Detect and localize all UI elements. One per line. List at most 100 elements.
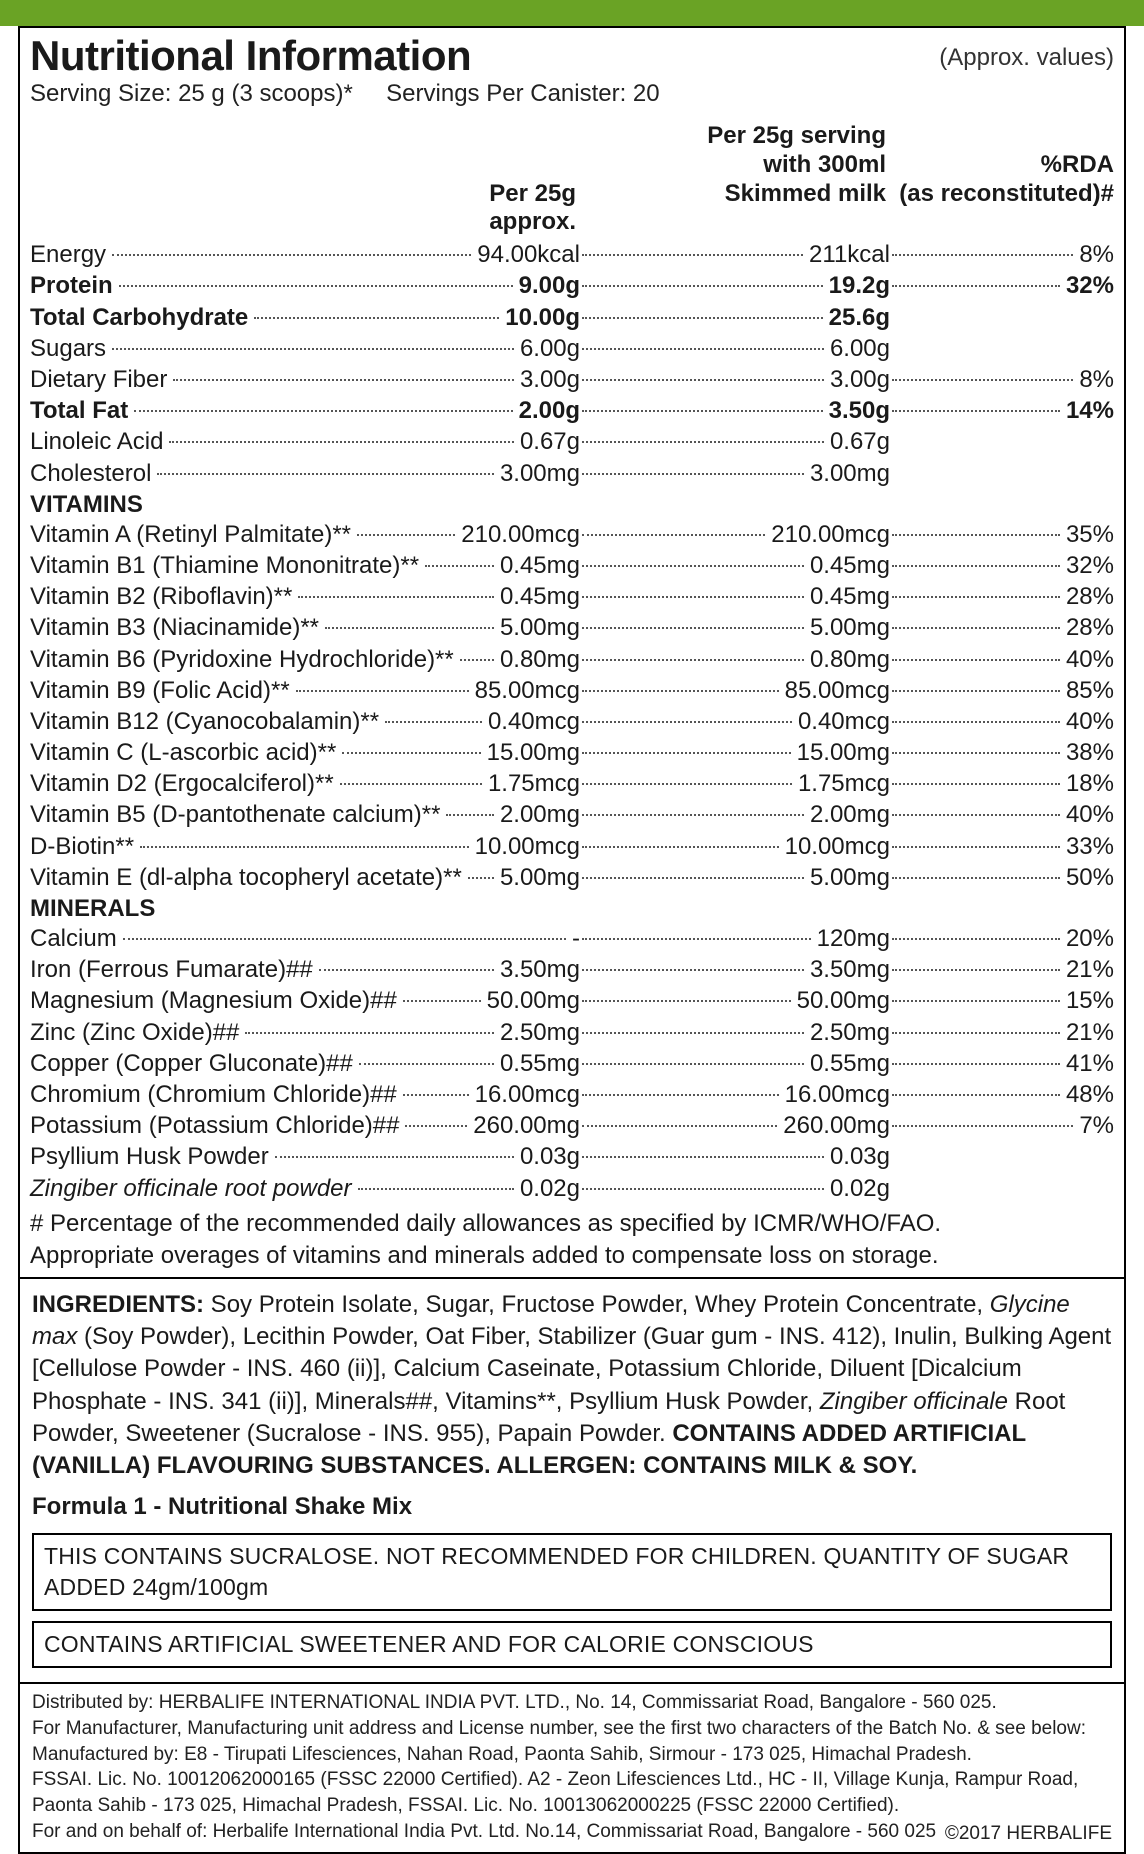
footnote-1: # Percentage of the recommended daily al…: [30, 1208, 1114, 1240]
nutrient-row: Psyllium Husk Powder0.03g0.03g: [30, 1141, 1114, 1172]
nutrient-label: Total Carbohydrate: [30, 302, 252, 333]
nutrient-label: Iron (Ferrous Fumarate)##: [30, 954, 317, 985]
nutrient-row: D-Biotin**10.00mcg10.00mcg33%: [30, 831, 1114, 862]
nutrient-row: Linoleic Acid0.67g0.67g: [30, 426, 1114, 457]
nutrition-panel: Nutritional Information (Approx. values)…: [18, 26, 1126, 1279]
nutrient-row: Dietary Fiber3.00g3.00g8%: [30, 364, 1114, 395]
value-with-milk: 15.00mg: [793, 737, 890, 768]
value-with-milk: 10.00mcg: [781, 831, 890, 862]
value-with-milk: 0.02g: [826, 1173, 890, 1204]
value-with-milk: 3.00g: [826, 364, 890, 395]
value-with-milk: 3.50mg: [806, 954, 890, 985]
value-per-25g: 6.00g: [516, 333, 580, 364]
value-with-milk: 120mg: [813, 923, 890, 954]
value-with-milk: 0.40mcg: [794, 706, 890, 737]
nutrient-label: Psyllium Husk Powder: [30, 1141, 273, 1172]
value-with-milk: 0.03g: [826, 1141, 890, 1172]
warning-1: THIS CONTAINS SUCRALOSE. NOT RECOMMENDED…: [32, 1533, 1112, 1611]
value-per-25g: 0.40mcg: [484, 706, 580, 737]
copyright: ©2017 HERBALIFE: [945, 1821, 1112, 1847]
value-per-25g: 0.80mg: [496, 644, 580, 675]
nutrient-row: Vitamin A (Retinyl Palmitate)** 210.00mcg…: [30, 519, 1114, 550]
warning-2: CONTAINS ARTIFICIAL SWEETENER AND FOR CA…: [32, 1621, 1112, 1668]
nutrient-label: Cholesterol: [30, 458, 155, 489]
ingredients-panel: INGREDIENTS: Soy Protein Isolate, Sugar,…: [18, 1279, 1126, 1685]
value-per-25g: -: [568, 923, 580, 954]
nutrient-label: Zingiber officinale root powder: [30, 1173, 356, 1204]
value-with-milk: 0.55mg: [806, 1048, 890, 1079]
value-rda: 20%: [1062, 923, 1114, 954]
value-with-milk: 211kcal: [805, 239, 890, 270]
value-per-25g: 16.00mcg: [471, 1079, 580, 1110]
value-per-25g: 210.00mcg: [457, 519, 580, 550]
nutrient-row: Chromium (Chromium Chloride)## 16.00mcg 16…: [30, 1079, 1114, 1110]
approx-note: (Approx. values): [939, 44, 1114, 72]
serving-size: Serving Size: 25 g (3 scoops)*: [30, 80, 353, 107]
value-per-25g: 5.00mg: [496, 862, 580, 893]
section-heading: MINERALS: [30, 895, 1114, 923]
panel-title: Nutritional Information: [30, 34, 471, 78]
value-with-milk: 1.75mcg: [794, 768, 890, 799]
nutrient-label: Vitamin E (dl-alpha tocopheryl acetate)*…: [30, 862, 466, 893]
dist-line: For Manufacturer, Manufacturing unit add…: [32, 1716, 1112, 1742]
value-per-25g: 0.45mg: [496, 581, 580, 612]
nutrient-label: Vitamin B12 (Cyanocobalamin)**: [30, 706, 383, 737]
serving-line: Serving Size: 25 g (3 scoops)* Servings …: [30, 80, 1114, 108]
footnote-2: Appropriate overages of vitamins and min…: [30, 1240, 1114, 1272]
nutrient-row: Protein9.00g19.2g32%: [30, 270, 1114, 301]
nutrient-label: Vitamin B5 (D-pantothenate calcium)**: [30, 799, 444, 830]
nutrient-row: Sugars6.00g6.00g: [30, 333, 1114, 364]
nutrient-rows: Energy94.00kcal211kcal8%Protein9.00g19.2…: [30, 239, 1114, 1203]
nutrition-label: Nutritional Information (Approx. values)…: [0, 0, 1144, 1854]
dist-line: Paonta Sahib - 173 025, Himachal Pradesh…: [32, 1793, 1112, 1819]
nutrient-label: Energy: [30, 239, 110, 270]
value-rda: 14%: [1062, 395, 1114, 426]
value-with-milk: 0.45mg: [806, 550, 890, 581]
nutrient-row: Cholesterol3.00mg3.00mg: [30, 458, 1114, 489]
value-with-milk: 260.00mg: [779, 1110, 890, 1141]
value-rda: 28%: [1062, 612, 1114, 643]
value-per-25g: 2.50mg: [496, 1017, 580, 1048]
value-rda: 18%: [1062, 768, 1114, 799]
value-rda: 32%: [1062, 270, 1114, 301]
value-per-25g: 5.00mg: [496, 612, 580, 643]
value-with-milk: 0.80mg: [806, 644, 890, 675]
value-rda: 8%: [1075, 239, 1114, 270]
nutrient-row: Magnesium (Magnesium Oxide)##50.00mg50.0…: [30, 985, 1114, 1016]
value-with-milk: 50.00mg: [793, 985, 890, 1016]
value-rda: 41%: [1062, 1048, 1114, 1079]
value-per-25g: 1.75mcg: [484, 768, 580, 799]
nutrient-row: Vitamin B9 (Folic Acid)**85.00mcg85.00mc…: [30, 675, 1114, 706]
value-rda: 21%: [1062, 1017, 1114, 1048]
nutrient-label: Vitamin B1 (Thiamine Mononitrate)**: [30, 550, 423, 581]
footnotes: # Percentage of the recommended daily al…: [30, 1208, 1114, 1273]
value-per-25g: 3.50mg: [496, 954, 580, 985]
value-with-milk: 19.2g: [825, 270, 890, 301]
nutrient-label: Vitamin B3 (Niacinamide)**: [30, 612, 323, 643]
value-rda: 21%: [1062, 954, 1114, 985]
nutrient-row: Calcium-120mg20%: [30, 923, 1114, 954]
dist-line: Distributed by: HERBALIFE INTERNATIONAL …: [32, 1690, 1112, 1716]
column-headers: Per 25g approx. Per 25g serving with 300…: [30, 122, 1114, 237]
value-per-25g: 0.45mg: [496, 550, 580, 581]
section-heading: VITAMINS: [30, 491, 1114, 519]
nutrient-row: Vitamin B1 (Thiamine Mononitrate)** 0.45m…: [30, 550, 1114, 581]
value-with-milk: 3.00mg: [806, 458, 890, 489]
product-name: Formula 1 - Nutritional Shake Mix: [32, 1491, 1112, 1523]
nutrient-row: Iron (Ferrous Fumarate)## 3.50mg 3.50mg 21%: [30, 954, 1114, 985]
value-with-milk: 16.00mcg: [781, 1079, 890, 1110]
value-rda: 38%: [1062, 737, 1114, 768]
nutrient-row: Vitamin B2 (Riboflavin)**0.45mg0.45mg28%: [30, 581, 1114, 612]
value-rda: 28%: [1062, 581, 1114, 612]
nutrient-label: Chromium (Chromium Chloride)##: [30, 1079, 401, 1110]
dist-line: FSSAI. Lic. No. 10012062000165 (FSSC 220…: [32, 1767, 1112, 1793]
value-per-25g: 3.00g: [516, 364, 580, 395]
nutrient-label: Vitamin C (L-ascorbic acid)**: [30, 737, 340, 768]
nutrient-row: Zinc (Zinc Oxide)##2.50mg2.50mg21%: [30, 1017, 1114, 1048]
value-per-25g: 50.00mg: [483, 985, 580, 1016]
nutrient-row: Zingiber officinale root powder0.02g0.02…: [30, 1173, 1114, 1204]
value-with-milk: 5.00mg: [806, 862, 890, 893]
value-per-25g: 260.00mg: [469, 1110, 580, 1141]
value-rda: 85%: [1062, 675, 1114, 706]
nutrient-label: Vitamin A (Retinyl Palmitate)**: [30, 519, 355, 550]
